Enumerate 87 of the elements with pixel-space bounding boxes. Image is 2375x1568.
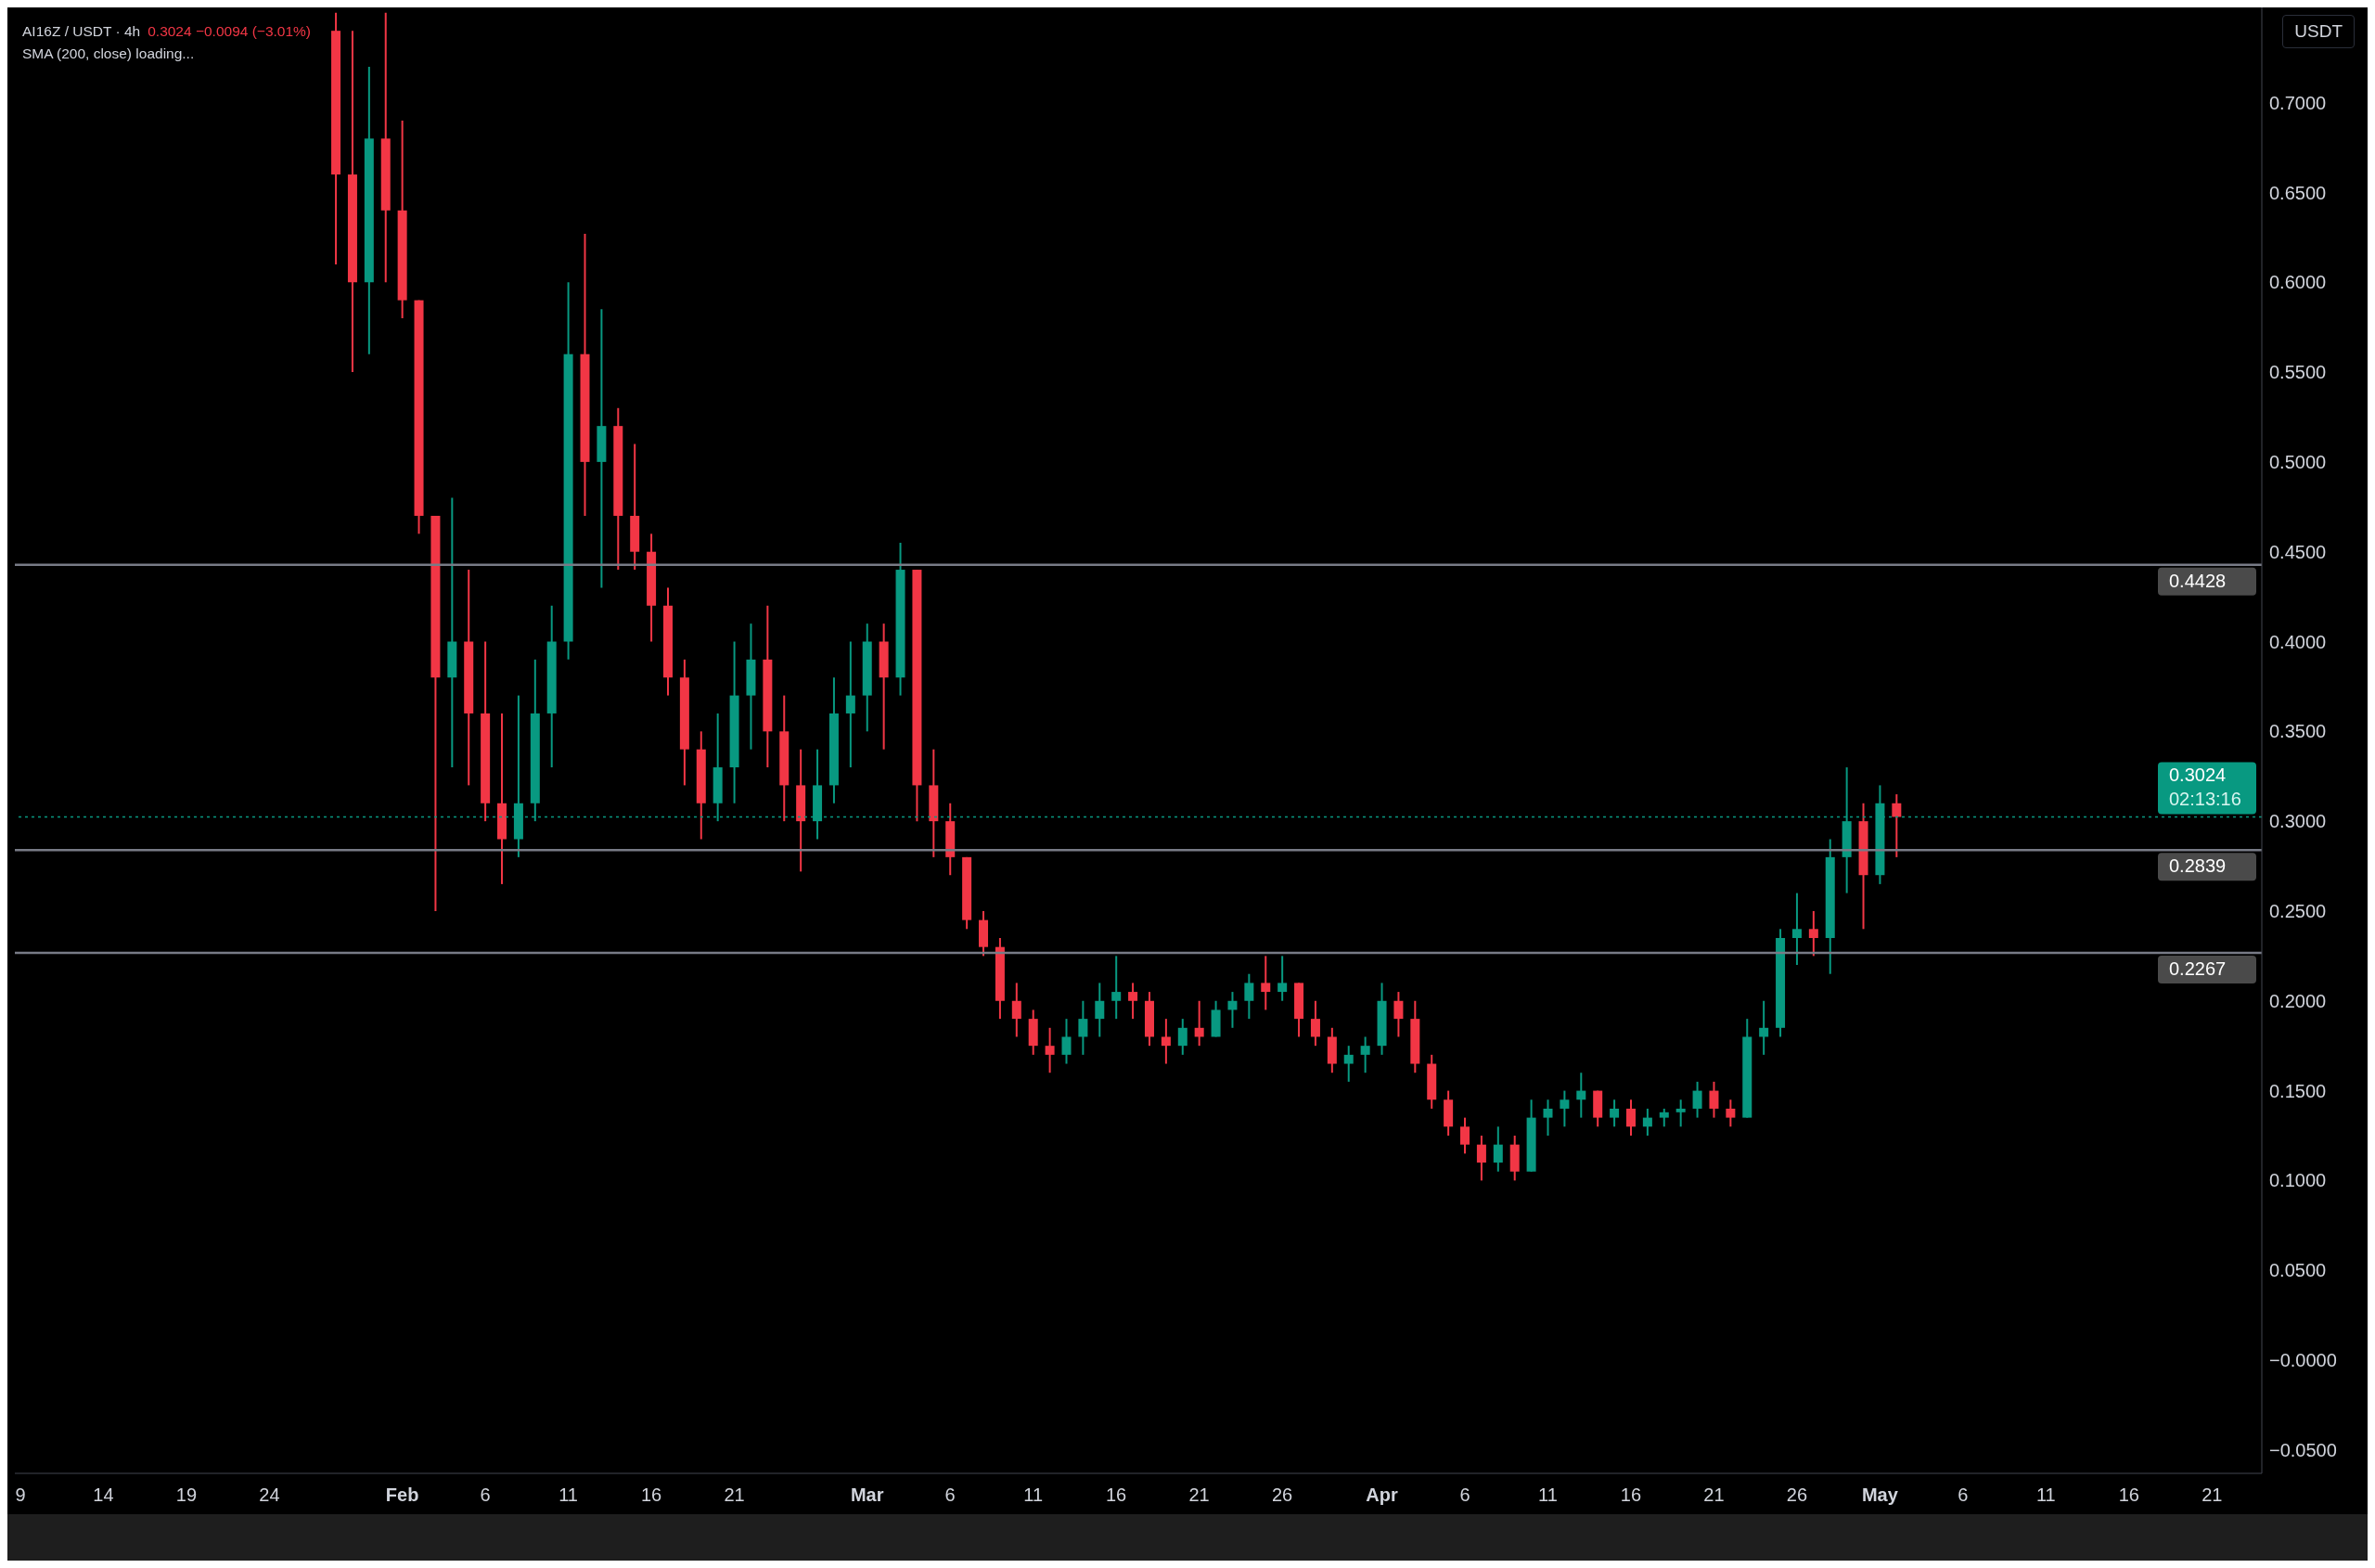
x-tick-label: 21: [1703, 1484, 1725, 1505]
x-tick-label: 11: [558, 1484, 578, 1505]
x-tick-label: 9: [15, 1484, 26, 1505]
candlestick: [1261, 955, 1271, 1011]
x-tick-label: 24: [259, 1484, 280, 1505]
x-tick-label: 14: [93, 1484, 114, 1505]
x-tick-label: 16: [640, 1484, 662, 1505]
y-tick-label: 0.7000: [2269, 92, 2327, 113]
candlestick: [1709, 1080, 1719, 1119]
x-tick-label: Mar: [850, 1484, 884, 1505]
candlestick: [1659, 1107, 1669, 1128]
x-tick-label: 26: [1271, 1484, 1293, 1505]
x-tick-label: 6: [944, 1484, 956, 1505]
y-tick-label: 0.5000: [2269, 451, 2327, 472]
x-tick-label: 16: [1106, 1484, 1127, 1505]
ref-line-label: 0.2839: [2169, 855, 2227, 877]
x-tick-label: Feb: [385, 1484, 419, 1505]
y-tick-label: 0.3000: [2269, 811, 2327, 832]
y-tick-label: 0.5500: [2269, 362, 2327, 383]
x-tick-label: 11: [2035, 1484, 2056, 1505]
y-tick-label: 0.4500: [2269, 541, 2327, 562]
x-tick-label: 6: [480, 1484, 491, 1505]
text: AI16Z / USDT · 4h: [22, 23, 141, 39]
candlestick: [1011, 982, 1021, 1038]
candlestick: [1476, 1134, 1486, 1182]
candlestick: [1194, 999, 1204, 1047]
y-tick-label: 0.0500: [2269, 1260, 2327, 1281]
candlestick: [1111, 955, 1122, 1021]
x-tick-label: 6: [1459, 1484, 1470, 1505]
candlestick: [1493, 1125, 1503, 1173]
x-tick-label: 6: [1958, 1484, 1969, 1505]
y-tick-label: −0.0500: [2269, 1439, 2337, 1460]
candlestick: [1227, 991, 1238, 1029]
candlestick: [1128, 982, 1138, 1021]
candlestick: [1808, 909, 1818, 958]
candlestick: [1625, 1099, 1636, 1137]
candlestick: [1543, 1099, 1553, 1137]
candlestick: [1095, 982, 1105, 1038]
candlestick: [1078, 999, 1088, 1056]
y-tick-label: 0.2500: [2269, 901, 2327, 922]
ref-line-label: 0.4428: [2169, 570, 2227, 591]
candlestick: [1642, 1107, 1652, 1137]
candlestick: [1310, 999, 1320, 1047]
candlestick: [1460, 1116, 1470, 1155]
candlestick: [1177, 1018, 1188, 1056]
annotation: 0.3024 −0.0094 (−3.01%): [148, 23, 312, 39]
x-tick-label: 11: [1023, 1484, 1044, 1505]
x-tick-label: 16: [2118, 1484, 2139, 1505]
candlestick: [1759, 999, 1769, 1056]
x-tick-label: 21: [1188, 1484, 1210, 1505]
y-tick-label: 0.6500: [2269, 182, 2327, 203]
annotation: SMA (200, close) loading...: [22, 45, 195, 61]
ref-line-label: 0.2267: [2169, 958, 2227, 980]
x-tick-label: Apr: [1366, 1484, 1398, 1505]
y-tick-label: −0.0000: [2269, 1350, 2337, 1371]
candlestick: [1045, 1026, 1055, 1074]
candlestick: [1393, 991, 1404, 1038]
candlestick: [1576, 1072, 1586, 1119]
x-tick-label: 21: [2202, 1484, 2223, 1505]
y-tick-label: 0.4000: [2269, 631, 2327, 652]
candlestick: [1560, 1089, 1570, 1128]
y-tick-label: 0.3500: [2269, 721, 2327, 742]
x-tick-label: 26: [1786, 1484, 1808, 1505]
y-tick-label: 0.1500: [2269, 1080, 2327, 1101]
y-tick-label: 0.6000: [2269, 272, 2327, 293]
candlestick: [1675, 1099, 1686, 1128]
candlestick: [1277, 955, 1288, 1002]
candlestick: [1360, 1035, 1370, 1074]
x-tick-label: May: [1861, 1484, 1899, 1505]
candlestick: [1244, 972, 1254, 1021]
x-tick-label: 21: [724, 1484, 745, 1505]
y-tick-label: 0.2000: [2269, 990, 2327, 1011]
candlestick: [1343, 1045, 1354, 1083]
candlestick: [1726, 1099, 1736, 1128]
candlestick: [1061, 1018, 1072, 1065]
candlestick: [1791, 892, 1802, 967]
y-tick-label: 0.1000: [2269, 1170, 2327, 1191]
ref-line-label: 0.3024 02:13:16: [2169, 765, 2241, 810]
y-axis-title: USDT: [2282, 15, 2355, 48]
candlestick: [1161, 1018, 1171, 1065]
x-tick-label: 19: [175, 1484, 198, 1505]
candlestick: [1692, 1080, 1702, 1119]
x-tick-label: 11: [1538, 1484, 1558, 1505]
candlestick: [1892, 793, 1902, 858]
x-tick-label: 16: [1620, 1484, 1642, 1505]
candlestick: [1610, 1099, 1620, 1128]
candlestick: [845, 640, 855, 769]
